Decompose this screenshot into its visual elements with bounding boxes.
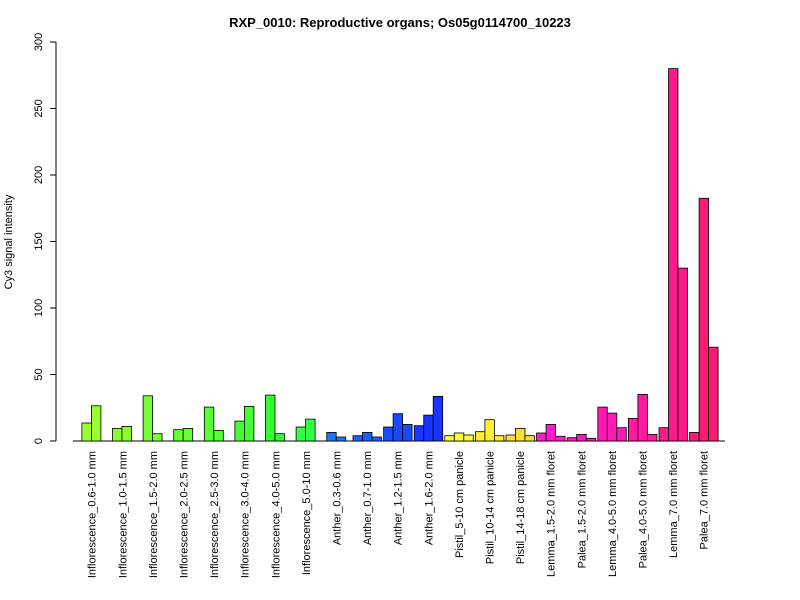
bar <box>484 419 495 442</box>
bar <box>616 427 627 442</box>
bar <box>213 429 224 442</box>
y-tick-label: 0 <box>33 438 45 444</box>
bar <box>142 395 154 442</box>
x-tick-label: Inflorescence_5.0-10 mm <box>301 451 313 575</box>
bar <box>474 431 486 442</box>
y-tick-label: 150 <box>33 232 45 250</box>
y-tick-label: 50 <box>33 368 45 380</box>
x-tick-label: Inflorescence_2.5-3.0 mm <box>209 451 221 578</box>
bar <box>677 267 688 442</box>
bar <box>453 432 465 442</box>
x-tick-label: Anther_0.7-1.0 mm <box>362 451 374 545</box>
x-tick-label: Anther_0.3-0.6 mm <box>332 451 344 545</box>
bar <box>689 431 700 442</box>
bar <box>576 433 587 442</box>
bar <box>524 435 535 442</box>
bar <box>505 434 516 442</box>
x-tick-label: Lemma_4.0-5.0 mm floret <box>607 451 619 577</box>
bar <box>647 433 658 442</box>
bar <box>566 437 578 442</box>
x-tick-label: Pistil_5-10 cm panicle <box>454 451 466 558</box>
bar <box>383 426 394 442</box>
bar <box>597 406 608 442</box>
x-tick-label: Inflorescence_2.0-2.5 mm <box>179 451 191 578</box>
bar <box>637 393 648 442</box>
bar <box>295 426 307 442</box>
bar <box>444 435 455 442</box>
bar <box>585 437 597 442</box>
bar <box>121 425 132 442</box>
bar <box>708 346 719 442</box>
bar <box>265 394 276 442</box>
bar <box>668 68 679 442</box>
x-tick-label: Lemma_1.5-2.0 mm floret <box>546 451 558 577</box>
y-tick-label: 250 <box>33 99 45 117</box>
bar <box>628 417 639 442</box>
bar <box>112 427 123 442</box>
bar <box>362 431 373 442</box>
x-tick-label: Inflorescence_1.5-2.0 mm <box>148 451 160 578</box>
bar <box>402 423 413 442</box>
bar <box>432 395 444 442</box>
bar <box>606 412 618 442</box>
bar <box>91 405 102 442</box>
bar <box>234 420 245 442</box>
x-tick-label: Palea_7.0 mm floret <box>699 451 711 549</box>
bar <box>536 432 547 442</box>
bar <box>371 436 382 442</box>
y-tick-label: 300 <box>33 33 45 51</box>
chart-title: RXP_0010: Reproductive organs; Os05g0114… <box>229 15 571 30</box>
bar <box>423 414 434 442</box>
bar <box>463 434 474 442</box>
bar <box>392 413 404 442</box>
bar <box>203 406 215 442</box>
x-tick-label: Inflorescence_0.6-1.0 mm <box>87 451 99 578</box>
bar <box>698 197 709 442</box>
bar <box>243 405 255 442</box>
x-tick-label: Pistil_10-14 cm panicle <box>485 451 497 564</box>
bar <box>152 433 163 442</box>
x-tick-label: Inflorescence_3.0-4.0 mm <box>240 451 252 578</box>
x-tick-label: Inflorescence_4.0-5.0 mm <box>270 451 282 578</box>
bar <box>305 418 316 442</box>
x-tick-label: Lemma_7.0 mm floret <box>668 451 680 558</box>
x-tick-label: Palea_1.5-2.0 mm floret <box>576 451 588 568</box>
x-axis-labels: Inflorescence_0.6-1.0 mm Inflorescence_1.… <box>87 451 711 578</box>
y-axis: 0 50 100 150 200 250 300 <box>33 33 57 444</box>
bar <box>81 422 92 442</box>
bars <box>73 68 725 442</box>
bar <box>413 425 425 442</box>
bar <box>515 427 526 442</box>
bar <box>335 436 347 442</box>
y-tick-label: 100 <box>33 299 45 317</box>
bar <box>182 427 194 442</box>
x-tick-label: Inflorescence_1.0-1.5 mm <box>117 451 129 578</box>
bar <box>555 435 566 442</box>
y-axis-label: Cy3 signal intensity <box>3 194 15 289</box>
x-tick-label: Anther_1.6-2.0 mm <box>423 451 435 545</box>
bar <box>173 429 184 442</box>
bar <box>545 423 556 442</box>
bar <box>326 431 337 442</box>
y-tick-label: 200 <box>33 166 45 184</box>
bar <box>274 433 285 442</box>
x-tick-label: Anther_1.2-1.5 mm <box>393 451 405 545</box>
bar <box>352 435 363 442</box>
x-tick-label: Pistil_14-18 cm panicle <box>515 451 527 564</box>
bar <box>493 435 505 442</box>
bar <box>658 427 669 442</box>
x-tick-label: Palea_4.0-5.0 mm floret <box>638 451 650 568</box>
